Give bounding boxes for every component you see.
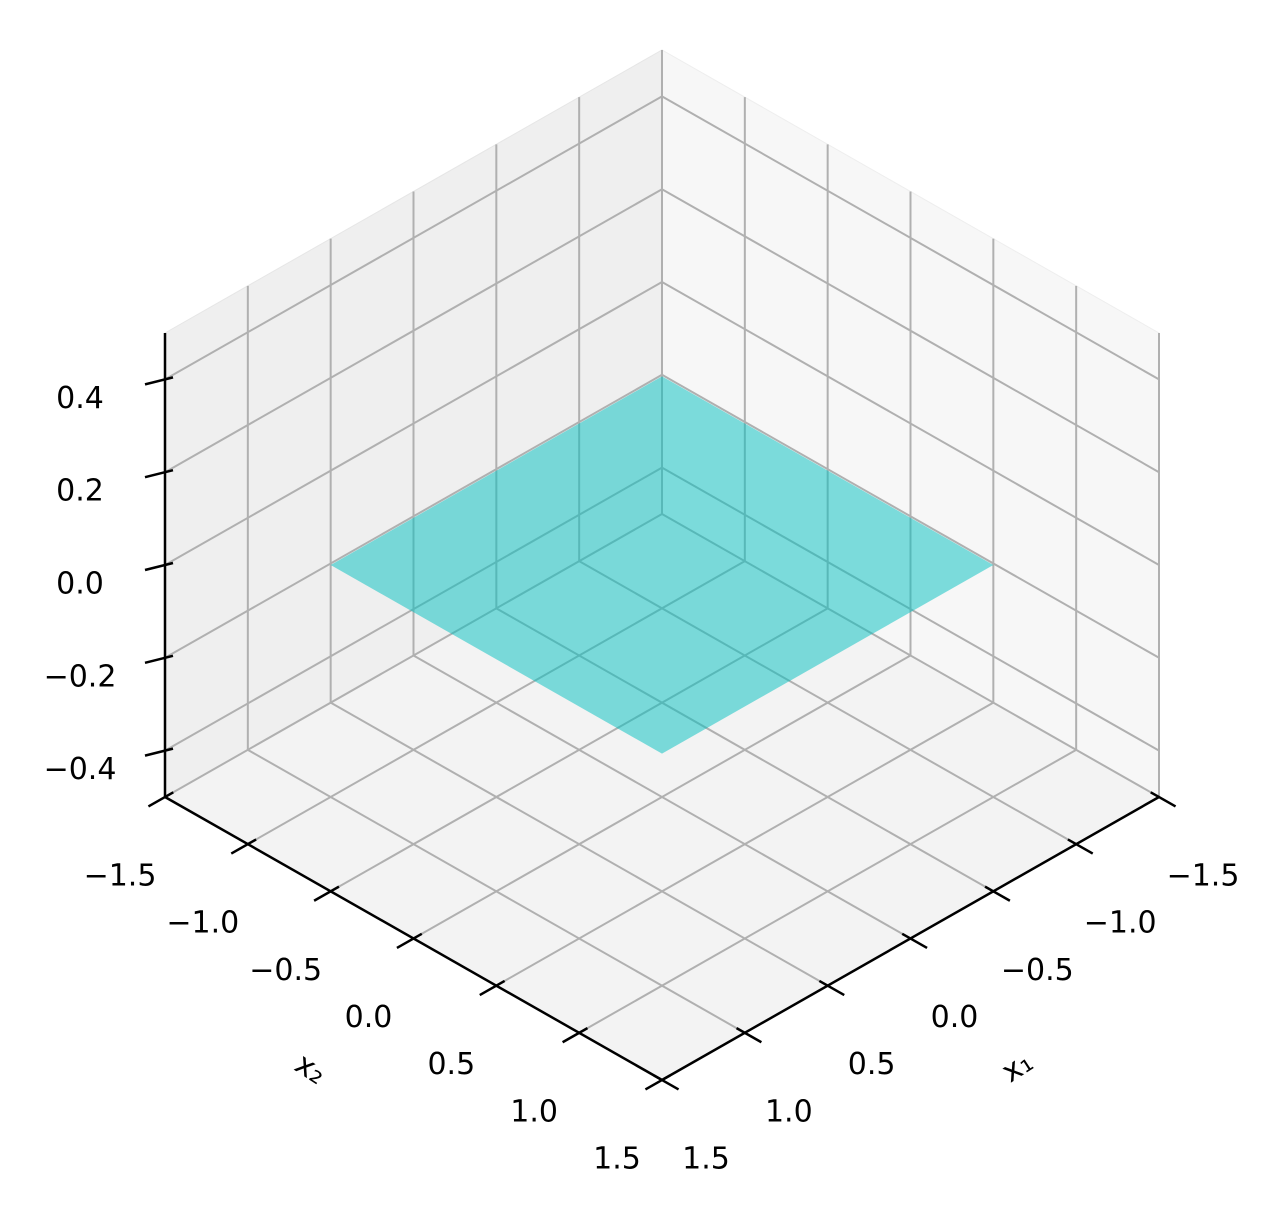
tick-mark — [144, 468, 174, 479]
grid-line — [578, 748, 1077, 1034]
z-tick-label: 0.2 — [56, 474, 104, 509]
tick-mark — [984, 885, 1011, 902]
z-tick-label: 0.4 — [56, 381, 104, 416]
grid-line — [164, 373, 663, 659]
surface — [330, 376, 994, 754]
z-tick-label: −0.2 — [44, 659, 117, 694]
tick-mark — [144, 561, 174, 572]
z-tick-label: −0.4 — [44, 752, 117, 787]
grid-line — [661, 373, 1160, 659]
tick-mark — [479, 979, 506, 997]
y-tick-label: 0.5 — [427, 1047, 475, 1082]
grid-line — [661, 95, 1160, 381]
tick-mark — [144, 747, 174, 757]
x-tick-label: 0.0 — [931, 1000, 979, 1035]
grid-line — [164, 188, 663, 474]
tick-mark — [230, 838, 257, 855]
tick-mark — [1067, 838, 1094, 855]
tick-mark — [144, 376, 174, 386]
grid-line — [661, 188, 1160, 474]
grid-line — [164, 281, 663, 566]
tick-mark — [735, 1027, 763, 1044]
tick-mark — [313, 885, 340, 902]
tick-mark — [396, 932, 423, 950]
tick-mark — [144, 654, 174, 665]
y-tick-label: −1.0 — [166, 906, 239, 941]
x-tick-label: 0.5 — [848, 1047, 896, 1082]
grid-line — [164, 95, 663, 381]
y-tick-label: 1.5 — [593, 1142, 641, 1177]
grid-line — [495, 701, 994, 987]
tick-mark — [644, 1074, 671, 1091]
x-tick-label: −0.5 — [1001, 953, 1074, 988]
x-tick-label: −1.5 — [1167, 859, 1240, 894]
x-tick-label: 1.5 — [682, 1142, 730, 1177]
tick-mark — [1150, 791, 1177, 808]
y-tick-label: 1.0 — [510, 1094, 558, 1129]
grid-line — [661, 281, 1160, 566]
tick-mark — [561, 1027, 589, 1044]
z-tick-label: 0.0 — [56, 567, 104, 602]
grid-line — [413, 654, 911, 940]
y-tick-label: −0.5 — [249, 953, 322, 988]
x-tick-label: −1.0 — [1084, 906, 1157, 941]
tick-mark — [653, 1074, 680, 1091]
y-tick-label: −1.5 — [84, 859, 157, 894]
tick-mark — [901, 932, 928, 950]
tick-mark — [147, 791, 174, 808]
x-tick-label: 1.0 — [765, 1094, 813, 1129]
y-tick-label: 0.0 — [345, 1000, 393, 1035]
tick-mark — [818, 979, 845, 997]
